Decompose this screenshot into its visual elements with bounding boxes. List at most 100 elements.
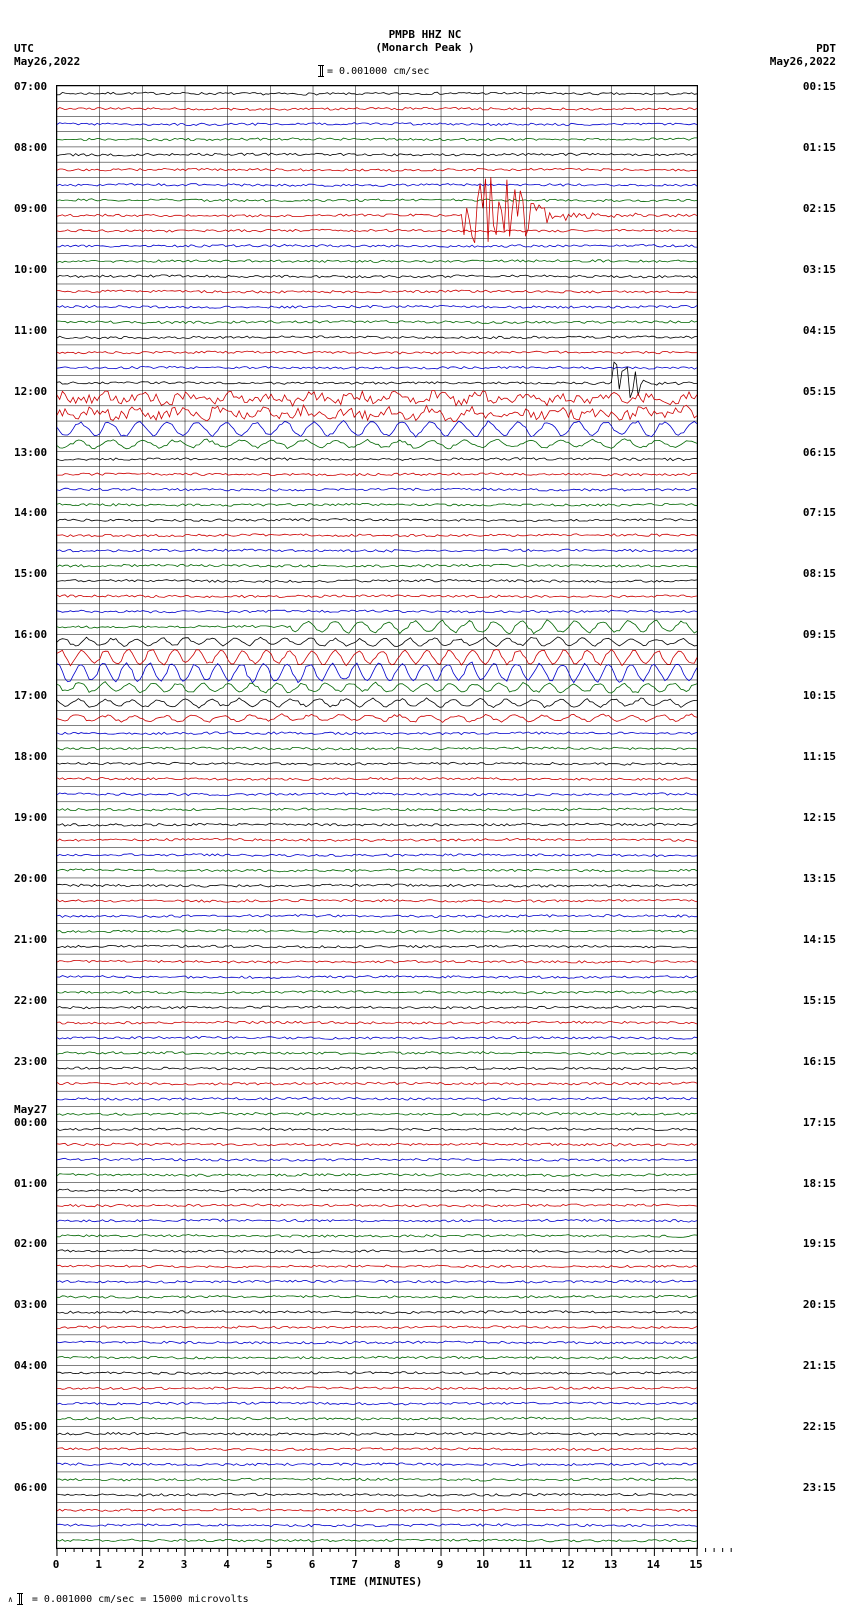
left-tick-label: 18:00 (14, 750, 47, 763)
trace-row (57, 960, 697, 963)
x-axis-label: TIME (MINUTES) (56, 1575, 696, 1588)
trace-row (57, 1021, 697, 1024)
trace-row (57, 620, 697, 634)
right-tick-label: 10:15 (803, 689, 836, 702)
scale-indicator: = 0.001000 cm/sec (320, 62, 429, 77)
trace-row (57, 1478, 697, 1481)
trace-row (57, 649, 697, 665)
trace-row (57, 1524, 697, 1527)
trace-row (57, 915, 697, 918)
trace-row (57, 945, 697, 948)
trace-row (57, 107, 697, 110)
trace-row (57, 1219, 697, 1222)
trace-row (57, 305, 697, 308)
right-tick-label: 06:15 (803, 446, 836, 459)
trace-row (57, 519, 697, 522)
right-tick-label: 09:15 (803, 628, 836, 641)
trace-row (57, 153, 697, 156)
left-tick-label: 04:00 (14, 1359, 47, 1372)
x-tick-label: 14 (647, 1558, 660, 1571)
x-tick-label: 4 (223, 1558, 230, 1571)
right-tick-label: 16:15 (803, 1055, 836, 1068)
trace-row (57, 1174, 697, 1177)
left-tick-label: 13:00 (14, 446, 47, 459)
trace-row (57, 1402, 697, 1405)
trace-row (57, 488, 697, 491)
trace-row (57, 1433, 697, 1436)
trace-row (57, 564, 697, 567)
x-tick-label: 6 (309, 1558, 316, 1571)
left-tick-label: 07:00 (14, 80, 47, 93)
left-tick-label: 21:00 (14, 933, 47, 946)
right-date: May26,2022 (770, 55, 836, 68)
left-tick-label: 12:00 (14, 385, 47, 398)
trace-row (57, 1295, 697, 1298)
footer-scale: ∧ = 0.001000 cm/sec = 15000 microvolts (8, 1590, 249, 1605)
x-tick-label: 13 (604, 1558, 617, 1571)
right-tick-label: 13:15 (803, 872, 836, 885)
trace-row (57, 366, 697, 369)
trace-row (57, 899, 697, 902)
left-tick-label: 00:00 (14, 1116, 47, 1129)
left-tick-label: 01:00 (14, 1177, 47, 1190)
trace-row (57, 1204, 697, 1207)
left-tick-label: 08:00 (14, 141, 47, 154)
trace-row (57, 1509, 697, 1512)
trace-row (57, 580, 697, 583)
trace-row (57, 534, 697, 537)
x-tick-label: 9 (437, 1558, 444, 1571)
right-tick-label: 14:15 (803, 933, 836, 946)
trace-row (57, 854, 697, 857)
trace-row (57, 391, 697, 406)
trace-row (57, 290, 697, 293)
trace-row (57, 168, 697, 171)
right-tick-label: 07:15 (803, 506, 836, 519)
left-tick-label: 11:00 (14, 324, 47, 337)
x-tick-label: 7 (351, 1558, 358, 1571)
trace-row (57, 838, 697, 841)
right-time-axis: 00:1501:1502:1503:1504:1505:1506:1507:15… (796, 85, 836, 1547)
trace-row (57, 1326, 697, 1329)
trace-row (57, 177, 697, 243)
seismogram-plot (56, 85, 698, 1549)
right-tick-label: 22:15 (803, 1420, 836, 1433)
x-tick-label: 8 (394, 1558, 401, 1571)
trace-row (57, 336, 697, 339)
left-date: May26,2022 (14, 55, 80, 68)
trace-row (57, 1082, 697, 1085)
trace-row (57, 1097, 697, 1100)
trace-row (57, 1387, 697, 1390)
trace-row (57, 610, 697, 613)
right-tick-label: 18:15 (803, 1177, 836, 1190)
trace-row (57, 199, 697, 202)
trace-row (57, 473, 697, 476)
left-tick-label: 09:00 (14, 202, 47, 215)
right-tick-label: 21:15 (803, 1359, 836, 1372)
trace-row (57, 930, 697, 933)
left-tick-label: 15:00 (14, 567, 47, 580)
trace-row (57, 1067, 697, 1070)
trace-row (57, 1143, 697, 1146)
trace-row (57, 184, 697, 187)
scale-text: = 0.001000 cm/sec (327, 66, 429, 77)
trace-row (57, 747, 697, 750)
left-tick-label: 20:00 (14, 872, 47, 885)
trace-row (57, 991, 697, 994)
trace-row (57, 458, 697, 461)
trace-row (57, 1250, 697, 1253)
x-tick-label: 10 (476, 1558, 489, 1571)
trace-row (57, 869, 697, 872)
trace-row (57, 260, 697, 263)
right-tick-label: 03:15 (803, 263, 836, 276)
right-tick-label: 17:15 (803, 1116, 836, 1129)
trace-row (57, 808, 697, 811)
x-tick-label: 2 (138, 1558, 145, 1571)
trace-row (57, 1539, 697, 1542)
trace-row (57, 405, 697, 422)
right-tick-label: 12:15 (803, 811, 836, 824)
x-tick-label: 5 (266, 1558, 273, 1571)
trace-row (57, 682, 697, 693)
trace-row (57, 637, 697, 647)
left-tick-label: 17:00 (14, 689, 47, 702)
x-tick-label: 11 (519, 1558, 532, 1571)
